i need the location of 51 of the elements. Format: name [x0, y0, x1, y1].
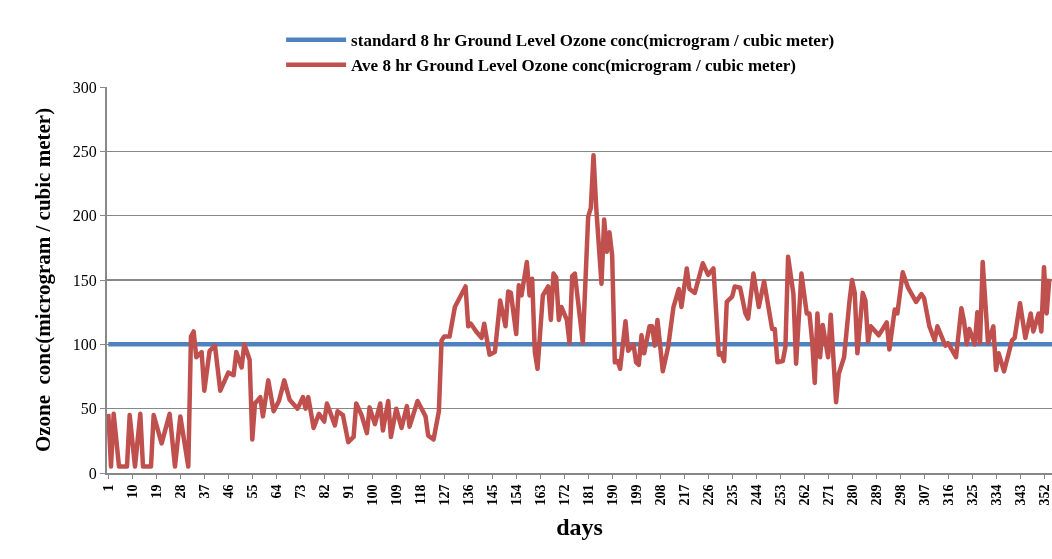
- y-axis-title: Ozone conc(microgram / cubic meter): [31, 107, 56, 453]
- x-tick-label: 154: [508, 484, 524, 506]
- x-tick-label: 226: [700, 484, 716, 506]
- y-tick-label: 250: [72, 142, 97, 160]
- x-tick-label: 298: [892, 484, 908, 506]
- y-tick-label: 50: [80, 400, 97, 418]
- x-tick-label: 19: [148, 484, 164, 499]
- x-tick-label: 271: [820, 484, 836, 506]
- y-tick-label: 100: [72, 335, 97, 353]
- x-tick-label: 289: [868, 484, 884, 506]
- x-tick-label: 280: [844, 484, 860, 506]
- x-tick-label: 127: [436, 484, 452, 506]
- x-tick-label: 136: [460, 484, 476, 506]
- x-tick-label: 109: [388, 484, 404, 506]
- x-tick-label: 91: [340, 484, 356, 499]
- x-tick-label: 46: [220, 484, 236, 499]
- y-tick-label: 150: [72, 271, 97, 289]
- x-tick-label: 253: [772, 484, 788, 506]
- x-tick-label: 244: [748, 484, 764, 506]
- x-tick-label: 199: [628, 484, 644, 506]
- x-tick-label: 163: [532, 484, 548, 506]
- y-tick-label: 200: [72, 207, 97, 225]
- x-tick-label: 262: [796, 484, 812, 506]
- x-tick-label: 55: [244, 484, 260, 499]
- x-tick-label: 208: [652, 484, 668, 506]
- x-tick-label: 316: [940, 484, 956, 506]
- x-tick-label: 1: [100, 484, 116, 492]
- x-tick-label: 307: [916, 484, 932, 506]
- x-tick-label: 325: [964, 484, 980, 506]
- x-tick-label: 82: [316, 484, 332, 499]
- legend-label: Ave 8 hr Ground Level Ozone conc(microgram / cubic meter): [351, 56, 797, 76]
- y-tick-label: 0: [88, 464, 97, 482]
- x-tick-label: 64: [268, 484, 284, 499]
- x-tick-label: 73: [292, 484, 308, 499]
- x-tick-label: 334: [988, 484, 1004, 506]
- legend-label: standard 8 hr Ground Level Ozone conc(microgram / cubic meter): [351, 31, 835, 51]
- x-tick-label: 172: [556, 484, 572, 506]
- x-tick-label: 181: [580, 484, 596, 506]
- x-tick-label: 343: [1012, 484, 1028, 506]
- x-tick-label: 28: [172, 484, 188, 499]
- x-tick-label: 100: [364, 484, 380, 506]
- x-tick-label: 37: [196, 484, 212, 499]
- x-tick-label: 190: [604, 484, 620, 506]
- x-tick-label: 352: [1036, 484, 1052, 506]
- x-tick-label: 145: [484, 484, 500, 506]
- x-tick-label: 235: [724, 484, 740, 506]
- y-tick-label: 300: [72, 78, 97, 96]
- x-tick-label: 10: [124, 484, 140, 499]
- x-tick-label: 118: [412, 484, 428, 505]
- x-tick-label: 217: [676, 484, 692, 506]
- x-axis-title: days: [556, 514, 603, 541]
